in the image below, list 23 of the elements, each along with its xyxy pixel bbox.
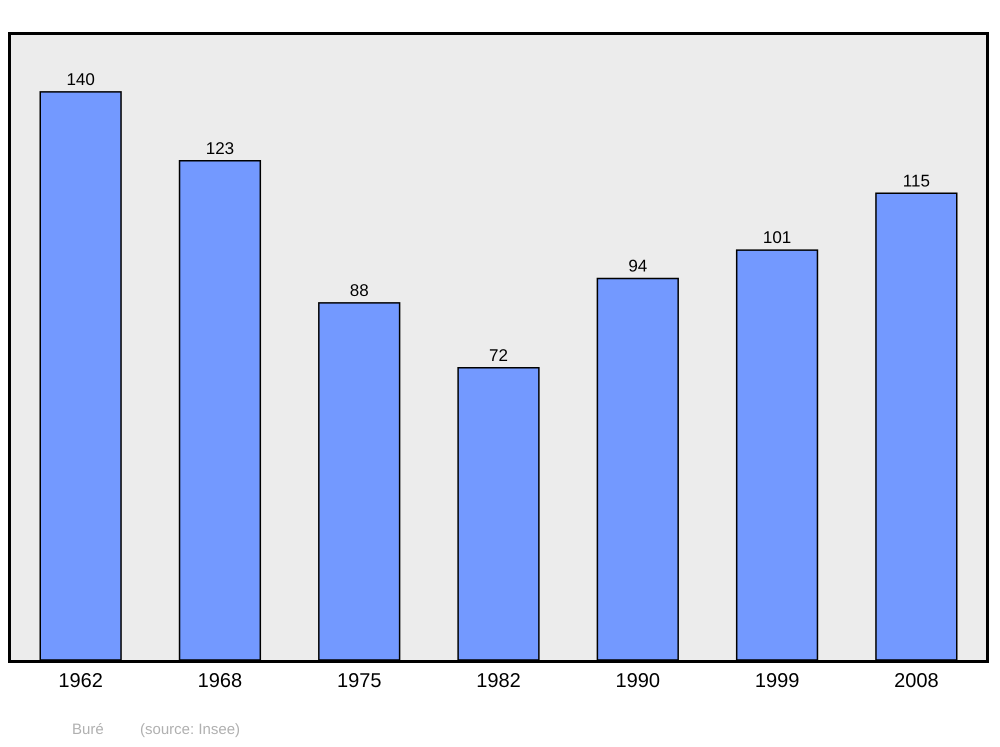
bar bbox=[736, 249, 818, 660]
bar bbox=[875, 192, 958, 660]
x-tick-label: 1975 bbox=[336, 670, 382, 692]
x-tick-label: 2008 bbox=[894, 670, 939, 692]
data-label: 123 bbox=[206, 138, 234, 158]
x-tick-label: 1962 bbox=[58, 670, 103, 692]
data-label: 115 bbox=[902, 171, 930, 190]
x-tick-label: 1982 bbox=[476, 670, 521, 692]
data-label: 101 bbox=[762, 228, 792, 248]
bar bbox=[457, 367, 540, 660]
bar bbox=[318, 302, 400, 660]
data-label: 140 bbox=[66, 70, 95, 89]
data-label: 72 bbox=[489, 346, 508, 365]
text: (source: Insee) bbox=[140, 721, 240, 738]
x-tick-label: 1968 bbox=[198, 670, 242, 692]
data-label: 94 bbox=[628, 256, 648, 276]
text: Buré bbox=[72, 721, 104, 738]
bar bbox=[40, 91, 122, 660]
x-tick-label: 1999 bbox=[754, 670, 800, 692]
bar bbox=[178, 160, 262, 660]
data-label: 88 bbox=[350, 280, 369, 300]
x-tick-label: 1990 bbox=[616, 670, 660, 692]
bar bbox=[596, 278, 679, 660]
